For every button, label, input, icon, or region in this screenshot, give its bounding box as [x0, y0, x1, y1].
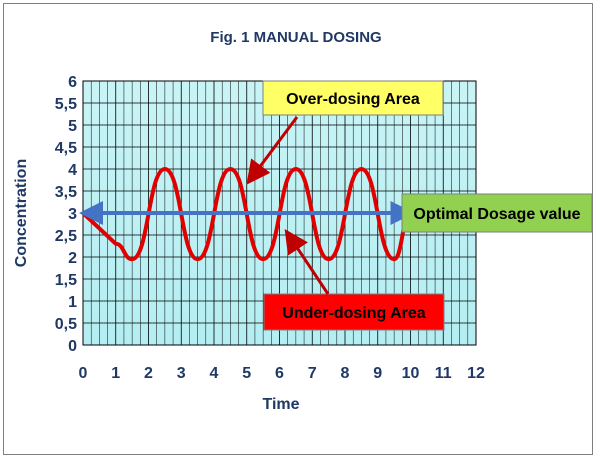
annotation-over-dosing: Over-dosing Area — [262, 80, 444, 116]
x-tick-label: 9 — [373, 365, 382, 382]
over-dosing-arrow — [246, 116, 299, 185]
x-tick-label: 1 — [111, 365, 120, 382]
x-tick-label: 12 — [467, 365, 485, 382]
y-tick-label: 0 — [68, 338, 77, 355]
y-tick-label: 0,5 — [55, 316, 77, 333]
x-tick-label: 10 — [402, 365, 420, 382]
y-tick-label: 3 — [68, 206, 77, 223]
y-tick-labels: 0 0,5 1 1,5 2 2,5 3 3,5 4 4,5 5 5,5 6 — [55, 74, 77, 355]
annotation-under-dosing: Under-dosing Area — [263, 293, 445, 331]
series-group — [79, 167, 415, 262]
annotation-optimal-text: Optimal Dosage value — [413, 206, 580, 223]
under-dosing-arrow — [284, 229, 330, 295]
annotation-optimal: Optimal Dosage value — [401, 193, 593, 233]
y-tick-label: 2,5 — [55, 228, 77, 245]
y-tick-label: 6 — [68, 74, 77, 91]
x-tick-label: 3 — [177, 365, 186, 382]
chart-frame: Fig. 1 MANUAL DOSING 0 0,5 1 1,5 2 2,5 3 3,5 4 4,… — [3, 3, 593, 455]
y-tick-label: 5,5 — [55, 96, 77, 113]
x-tick-label: 11 — [435, 365, 452, 382]
x-tick-label: 6 — [275, 365, 284, 382]
x-tick-label: 4 — [210, 365, 219, 382]
y-tick-label: 5 — [68, 118, 77, 135]
chart-svg: Fig. 1 MANUAL DOSING 0 0,5 1 1,5 2 2,5 3 3,5 4 4,… — [13, 29, 593, 413]
y-tick-label: 4 — [68, 162, 77, 179]
x-axis-label: Time — [262, 396, 299, 413]
x-tick-label: 2 — [144, 365, 153, 382]
x-tick-labels: 0 1 2 3 4 5 6 7 8 9 10 11 12 — [79, 365, 485, 382]
y-tick-label: 3,5 — [55, 184, 77, 201]
x-tick-label: 7 — [308, 365, 317, 382]
y-tick-label: 2 — [68, 250, 77, 267]
y-tick-label: 4,5 — [55, 140, 77, 157]
series-concentration-line — [81, 167, 412, 262]
y-axis-label: Concentration — [13, 159, 30, 267]
y-tick-label: 1 — [68, 294, 77, 311]
x-tick-label: 5 — [242, 365, 251, 382]
x-tick-label: 0 — [79, 365, 88, 382]
annotation-under-dosing-text: Under-dosing Area — [282, 305, 426, 322]
annotation-over-dosing-text: Over-dosing Area — [286, 91, 420, 108]
x-tick-label: 8 — [341, 365, 350, 382]
y-tick-label: 1,5 — [55, 272, 77, 289]
chart-title: Fig. 1 MANUAL DOSING — [210, 29, 381, 46]
